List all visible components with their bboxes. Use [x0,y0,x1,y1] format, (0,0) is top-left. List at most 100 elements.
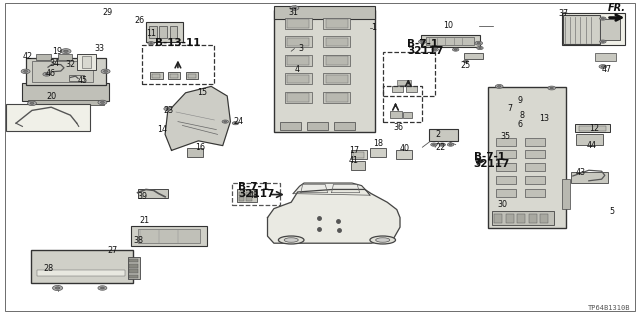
Bar [397,80,411,85]
Text: B-7-1: B-7-1 [474,152,505,163]
Bar [323,92,350,103]
Circle shape [475,41,483,45]
Bar [488,87,566,228]
Circle shape [447,143,454,146]
Circle shape [292,7,296,9]
Bar [152,74,160,78]
Text: 31: 31 [288,8,298,17]
Bar [285,55,312,66]
Text: 3: 3 [299,44,304,53]
Circle shape [600,17,606,20]
Circle shape [100,287,104,289]
Circle shape [100,101,104,103]
Bar [383,86,422,122]
Text: 43: 43 [576,168,586,177]
Bar [390,111,402,118]
Bar [579,126,606,131]
Bar [403,112,412,118]
Text: 22: 22 [435,143,445,152]
Polygon shape [268,189,400,243]
Bar [129,259,138,262]
Circle shape [21,69,30,74]
Bar [168,72,180,79]
Bar [575,124,610,132]
Bar [326,38,348,46]
Bar [285,92,312,103]
Circle shape [166,108,170,110]
Text: 30: 30 [498,200,508,209]
Bar [383,52,435,96]
Ellipse shape [376,238,390,242]
Circle shape [419,40,426,44]
Bar [246,197,252,201]
Circle shape [454,49,457,50]
Bar [326,19,348,28]
Circle shape [52,285,63,291]
Bar [426,37,474,45]
Bar [36,54,51,60]
Bar [128,257,140,279]
Text: 29: 29 [102,8,113,17]
Text: 7: 7 [508,104,513,113]
Text: 32117: 32117 [407,46,444,56]
Bar [80,54,94,60]
Text: 18: 18 [373,139,383,148]
Circle shape [431,143,437,146]
Circle shape [449,144,452,145]
Text: 35: 35 [500,132,511,141]
Bar [32,61,93,82]
Circle shape [45,73,49,75]
Bar [595,53,616,61]
Text: 9: 9 [517,96,522,105]
Bar [129,275,138,278]
Bar [370,148,386,157]
Circle shape [232,122,239,125]
Circle shape [602,41,604,42]
Circle shape [104,70,108,72]
Bar [494,214,502,223]
Bar [323,36,350,47]
Bar [37,270,125,276]
Circle shape [439,143,445,146]
Text: B-13-11: B-13-11 [155,38,201,48]
Bar [138,189,168,198]
Bar [517,214,525,223]
Bar [274,6,375,19]
Bar [58,54,72,60]
Circle shape [599,65,607,68]
Text: 26: 26 [134,16,145,25]
Bar [287,75,309,83]
Text: 41: 41 [349,156,359,165]
Text: 1: 1 [371,23,376,32]
Bar [563,15,600,44]
Text: 5: 5 [609,207,614,216]
Circle shape [548,86,556,90]
Text: 15: 15 [197,88,207,97]
Text: 6: 6 [517,120,522,129]
Ellipse shape [284,238,298,242]
Bar [540,214,548,223]
Bar [529,214,537,223]
Text: 39: 39 [138,192,148,201]
Text: 48: 48 [248,191,259,200]
Circle shape [441,144,444,145]
Text: 46: 46 [46,69,56,78]
Bar [239,192,244,196]
Text: 44: 44 [586,141,596,150]
Text: TP64B1310B: TP64B1310B [588,305,630,311]
Bar [274,10,375,132]
Text: 23: 23 [163,106,173,115]
Bar [129,269,138,273]
Text: 17: 17 [349,146,359,155]
Circle shape [28,101,36,106]
Circle shape [63,50,68,52]
Circle shape [497,85,501,87]
Ellipse shape [278,236,304,244]
Circle shape [24,70,28,72]
Circle shape [98,286,107,290]
Circle shape [602,18,604,19]
Circle shape [234,123,237,124]
Bar [392,86,403,92]
Text: 28: 28 [44,264,54,273]
Bar [421,35,480,47]
